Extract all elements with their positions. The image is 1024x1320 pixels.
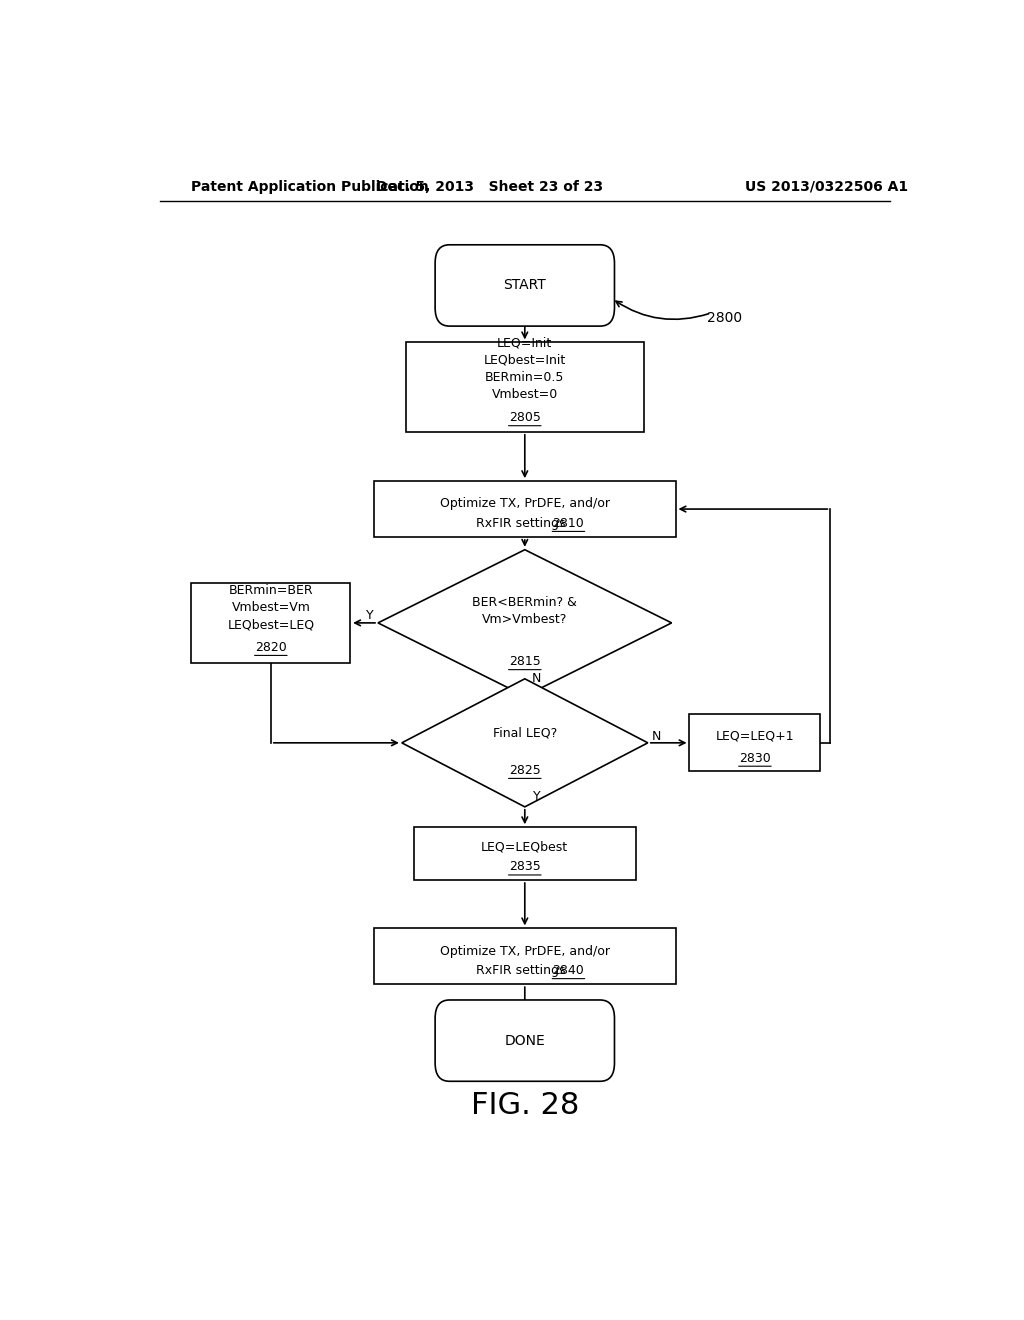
Text: 2815: 2815 — [509, 655, 541, 668]
Text: US 2013/0322506 A1: US 2013/0322506 A1 — [744, 180, 908, 194]
Polygon shape — [378, 549, 672, 696]
Text: LEQ=LEQ+1: LEQ=LEQ+1 — [716, 729, 795, 742]
Text: Patent Application Publication: Patent Application Publication — [191, 180, 429, 194]
Text: Optimize TX, PrDFE, and/or: Optimize TX, PrDFE, and/or — [439, 945, 610, 958]
Text: N: N — [532, 672, 542, 685]
Text: BER<BERmin? &
Vm>Vmbest?: BER<BERmin? & Vm>Vmbest? — [472, 595, 578, 626]
Text: 2835: 2835 — [509, 861, 541, 874]
Text: N: N — [652, 730, 662, 743]
Text: RxFIR settings: RxFIR settings — [476, 517, 573, 529]
Text: Y: Y — [367, 610, 374, 622]
Text: 2820: 2820 — [255, 640, 287, 653]
Bar — [191, 583, 350, 663]
Text: 2800: 2800 — [708, 312, 742, 325]
Text: 2805: 2805 — [509, 411, 541, 424]
Text: Final LEQ?: Final LEQ? — [493, 726, 557, 739]
FancyBboxPatch shape — [435, 1001, 614, 1081]
Text: 2830: 2830 — [739, 751, 771, 764]
Text: DONE: DONE — [505, 1034, 545, 1048]
Text: LEQ=Init
LEQbest=Init
BERmin=0.5
Vmbest=0: LEQ=Init LEQbest=Init BERmin=0.5 Vmbest=… — [483, 337, 566, 401]
Text: 2810: 2810 — [553, 517, 585, 529]
Text: FIG. 28: FIG. 28 — [471, 1092, 579, 1121]
Text: Optimize TX, PrDFE, and/or: Optimize TX, PrDFE, and/or — [439, 498, 610, 511]
Text: Y: Y — [532, 791, 541, 803]
Bar — [406, 342, 644, 432]
Text: Dec. 5, 2013   Sheet 23 of 23: Dec. 5, 2013 Sheet 23 of 23 — [376, 180, 603, 194]
Bar — [374, 480, 676, 537]
Text: 2840: 2840 — [553, 964, 585, 977]
Text: START: START — [504, 279, 546, 293]
FancyBboxPatch shape — [435, 244, 614, 326]
Text: RxFIR settings: RxFIR settings — [476, 964, 573, 977]
Text: LEQ=LEQbest: LEQ=LEQbest — [481, 840, 568, 853]
Polygon shape — [401, 678, 648, 807]
Bar — [414, 828, 636, 880]
Bar — [689, 714, 820, 771]
Text: 2825: 2825 — [509, 764, 541, 776]
Bar — [374, 928, 676, 985]
Text: BERmin=BER
Vmbest=Vm
LEQbest=LEQ: BERmin=BER Vmbest=Vm LEQbest=LEQ — [227, 585, 314, 631]
